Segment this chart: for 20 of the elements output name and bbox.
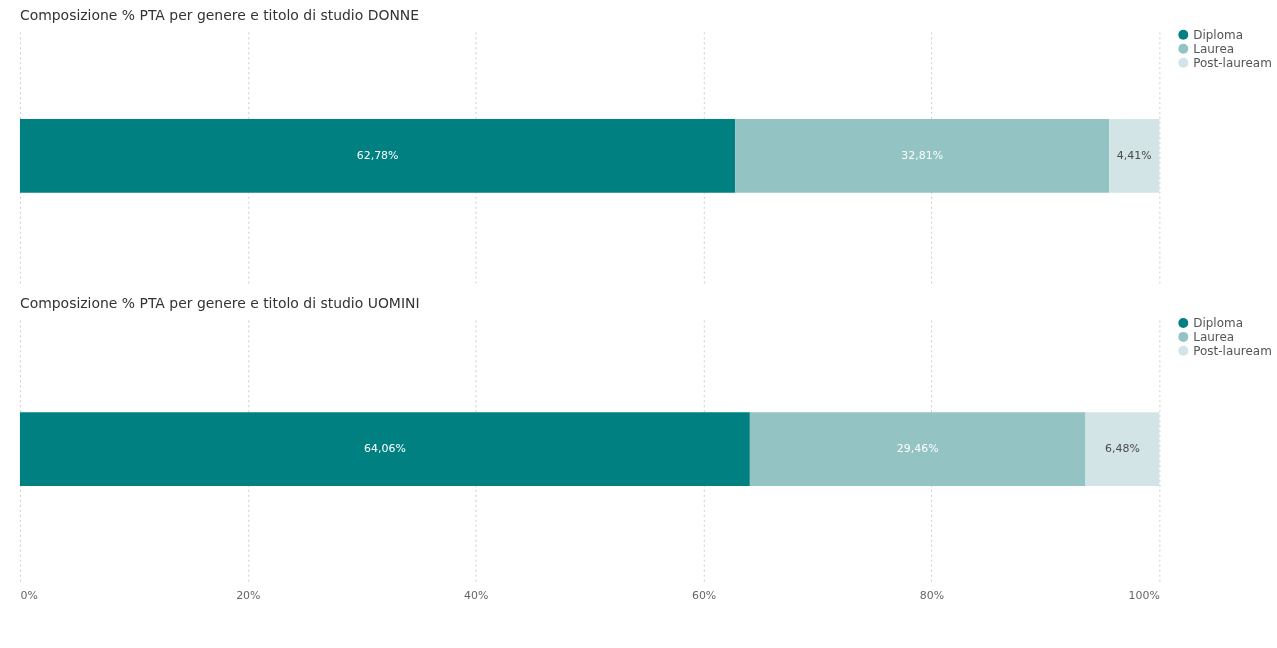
x-tick-label: 40% bbox=[464, 588, 489, 602]
chart-title: Composizione % PTA per genere e titolo di studio UOMINI bbox=[19, 294, 420, 311]
x-tick-label: 0% bbox=[20, 588, 38, 602]
data-label: 62,78% bbox=[356, 148, 399, 162]
legend-label: Laurea bbox=[1193, 41, 1235, 56]
data-label: 4,41% bbox=[1116, 148, 1152, 162]
x-tick-label: 20% bbox=[236, 588, 261, 602]
legend-label: Diploma bbox=[1193, 27, 1243, 42]
x-tick-label: 80% bbox=[919, 588, 945, 602]
legend-label: Post-lauream bbox=[1193, 343, 1272, 358]
data-label: 64,06% bbox=[364, 442, 406, 456]
legend-label: Laurea bbox=[1193, 329, 1235, 344]
x-tick-label: 100% bbox=[1128, 588, 1160, 602]
legend-label: Post-lauream bbox=[1193, 55, 1272, 70]
data-label: 32,81% bbox=[901, 148, 944, 162]
x-tick-label: 60% bbox=[691, 588, 717, 602]
chart-title: Composizione % PTA per genere e titolo di studio DONNE bbox=[19, 6, 420, 23]
data-label: 29,46% bbox=[896, 442, 939, 456]
data-label: 6,48% bbox=[1105, 442, 1140, 456]
legend-label: Diploma bbox=[1193, 315, 1243, 330]
